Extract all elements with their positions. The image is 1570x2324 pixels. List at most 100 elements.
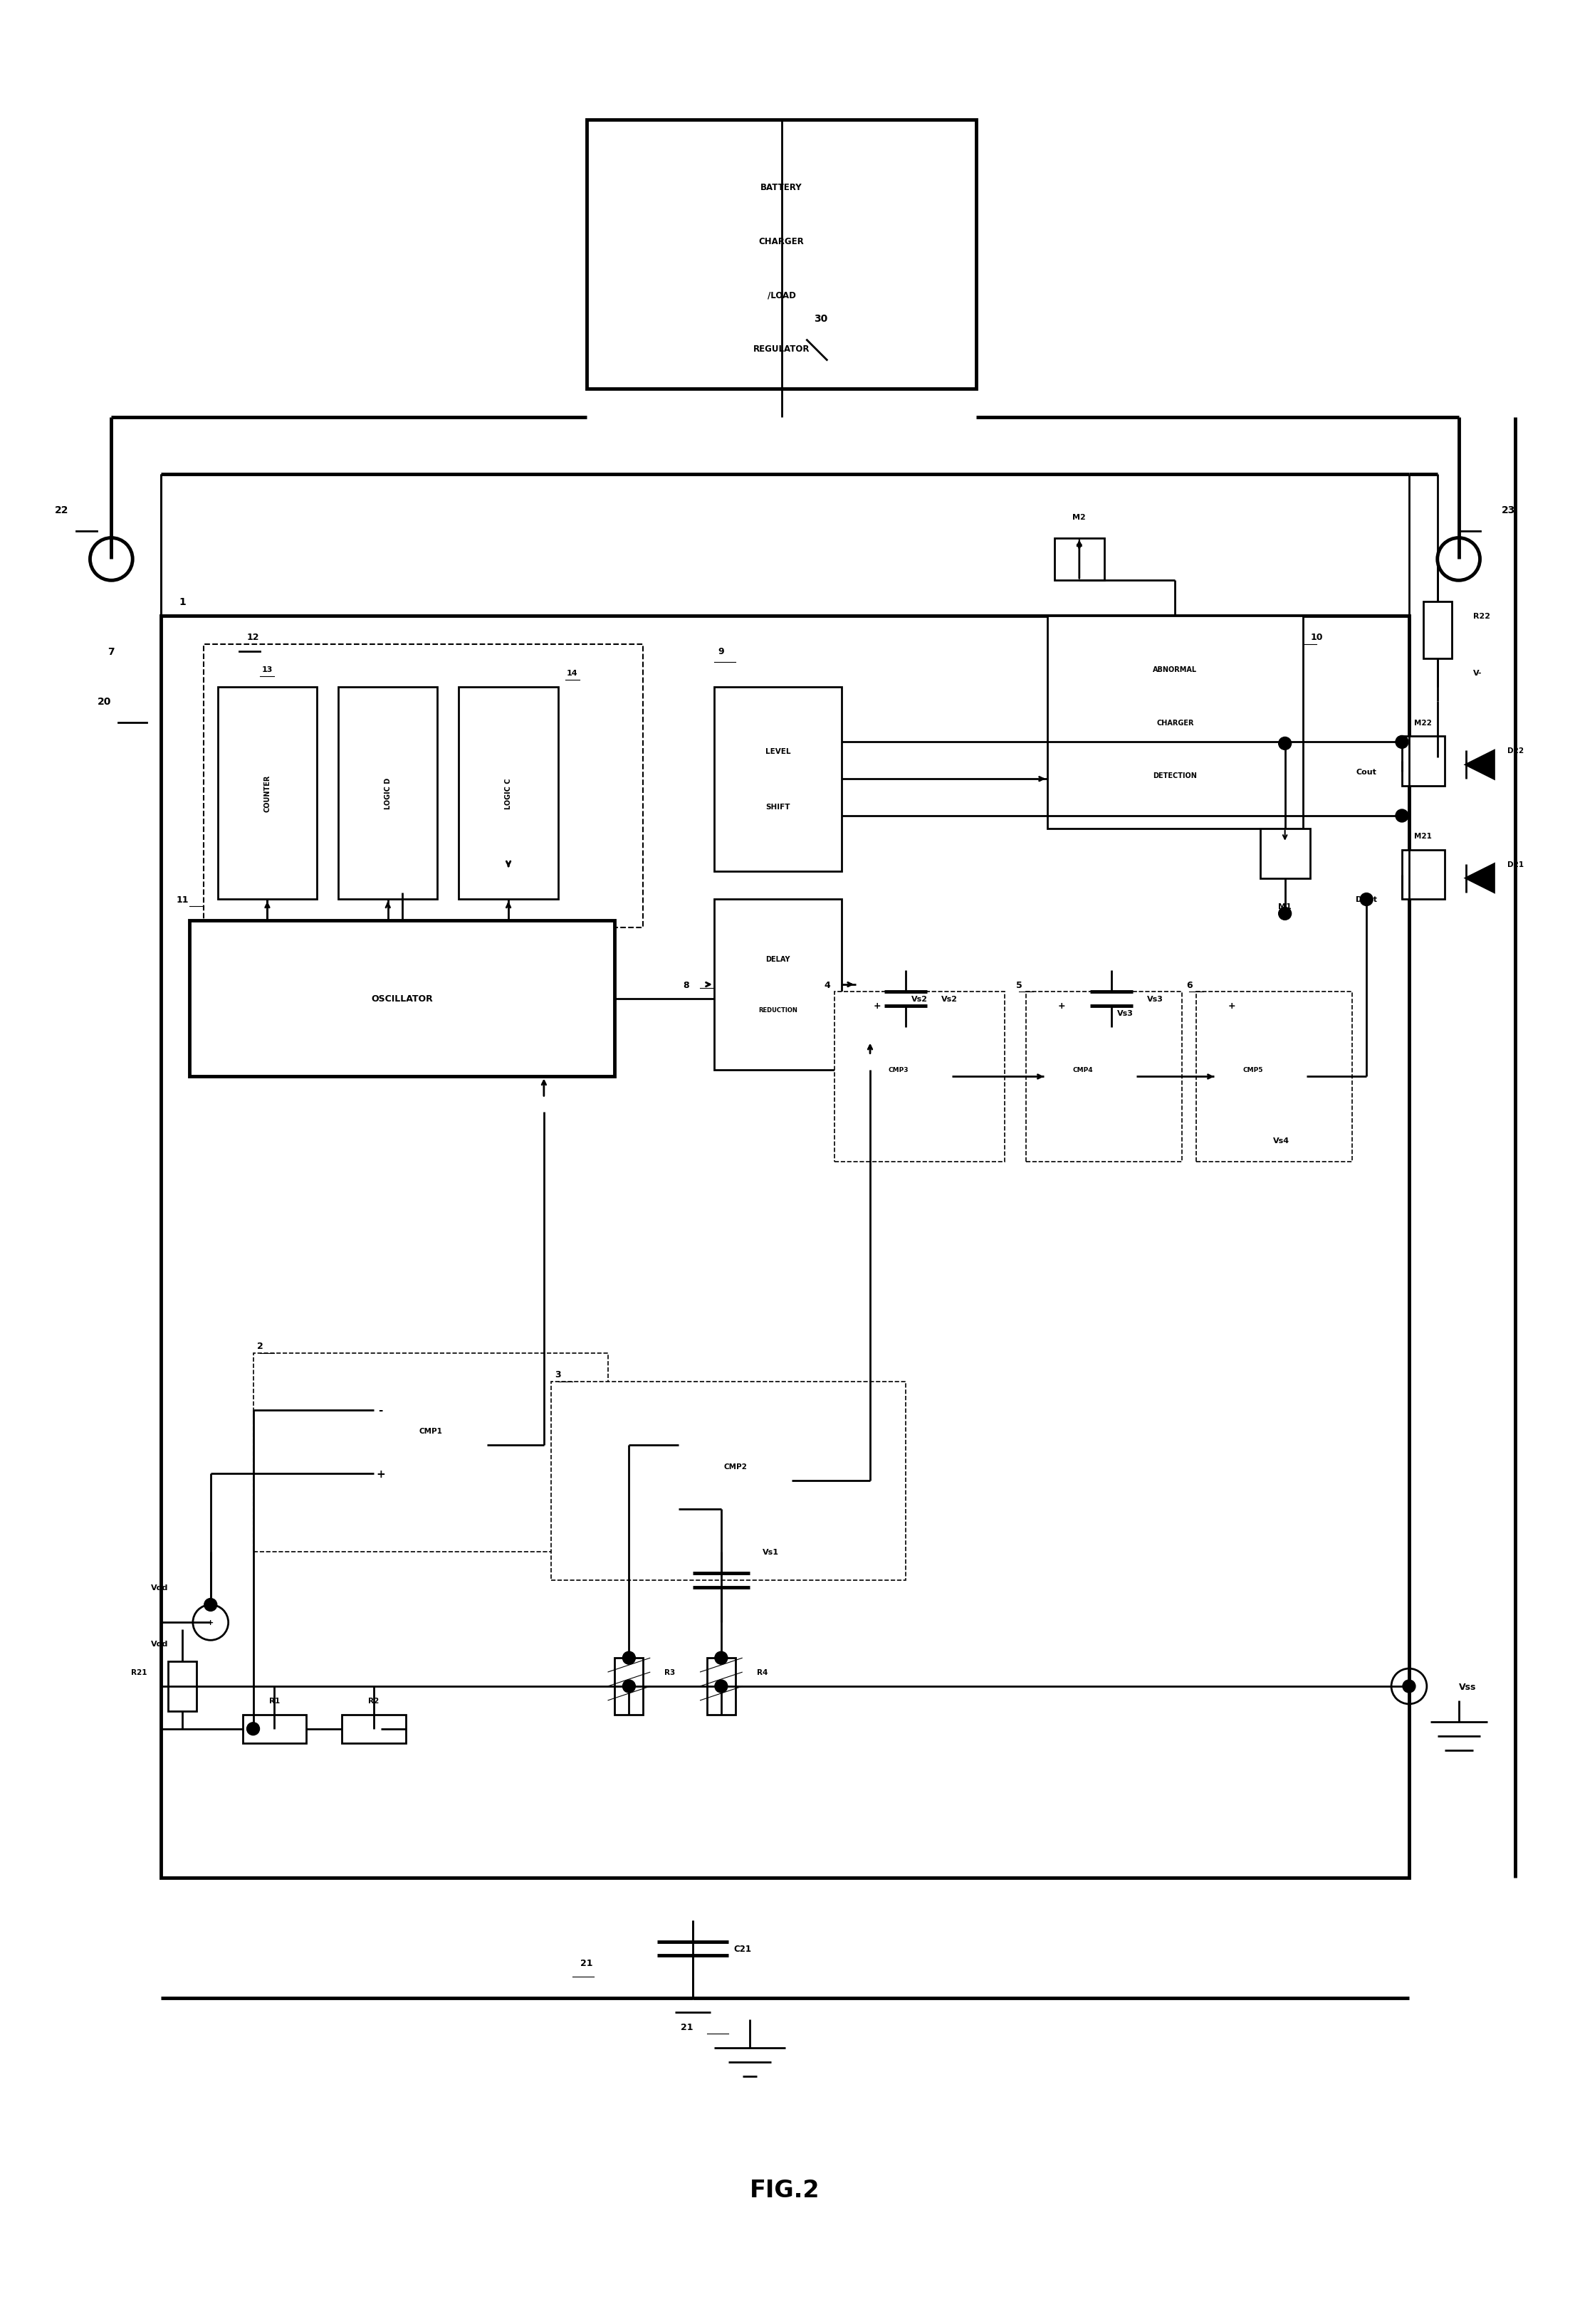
Text: R22: R22 <box>1473 614 1490 621</box>
Bar <box>218 688 317 899</box>
Text: R4: R4 <box>757 1669 768 1676</box>
Circle shape <box>1402 1680 1416 1692</box>
Text: +: + <box>1228 1002 1236 1011</box>
Text: V-: V- <box>1473 669 1482 676</box>
Text: Dout: Dout <box>1356 897 1377 904</box>
Text: Vs2: Vs2 <box>940 995 958 1002</box>
Text: REGULATOR: REGULATOR <box>754 344 810 353</box>
Text: M1: M1 <box>1278 904 1292 911</box>
Text: DELAY: DELAY <box>766 955 790 962</box>
Text: BATTERY: BATTERY <box>760 184 802 193</box>
Text: LOGIC C: LOGIC C <box>506 779 512 809</box>
Circle shape <box>1396 809 1408 823</box>
Text: Vs4: Vs4 <box>1273 1136 1289 1143</box>
Text: CMP3: CMP3 <box>889 1067 909 1074</box>
Text: 3: 3 <box>556 1369 560 1378</box>
Bar <box>1402 851 1444 899</box>
Bar <box>1196 992 1352 1162</box>
Polygon shape <box>1466 751 1495 779</box>
Text: 11: 11 <box>176 895 188 904</box>
Bar <box>242 1715 306 1743</box>
Circle shape <box>204 1599 217 1611</box>
Text: +: + <box>873 1002 881 1011</box>
Circle shape <box>623 1680 636 1692</box>
Text: 12: 12 <box>246 632 259 641</box>
Text: -: - <box>378 1404 383 1415</box>
Text: 9: 9 <box>717 646 724 655</box>
Bar <box>615 1657 644 1715</box>
Text: LOGIC D: LOGIC D <box>385 779 391 809</box>
Bar <box>1047 616 1303 830</box>
Text: 7: 7 <box>108 646 115 658</box>
Text: CMP1: CMP1 <box>419 1427 443 1434</box>
Text: +: + <box>377 1469 385 1478</box>
Text: Vss: Vss <box>1459 1683 1476 1692</box>
Text: 4: 4 <box>824 981 831 990</box>
Text: 21: 21 <box>581 1959 592 1968</box>
Text: Vs2: Vs2 <box>912 995 928 1002</box>
Text: CMP5: CMP5 <box>1243 1067 1264 1074</box>
Text: M2: M2 <box>1072 514 1086 521</box>
Text: 5: 5 <box>1016 981 1022 990</box>
Text: /LOAD: /LOAD <box>768 290 796 300</box>
Text: LEVEL: LEVEL <box>765 748 791 755</box>
Text: 30: 30 <box>813 314 827 323</box>
Text: 14: 14 <box>567 669 578 676</box>
Text: OSCILLATOR: OSCILLATOR <box>371 995 433 1004</box>
Text: 23: 23 <box>1501 504 1515 516</box>
Bar <box>1424 602 1452 658</box>
Text: C21: C21 <box>733 1945 752 1952</box>
Polygon shape <box>1466 865 1495 892</box>
Circle shape <box>246 1722 259 1736</box>
Text: +: + <box>207 1620 214 1627</box>
Bar <box>342 1715 405 1743</box>
Text: Vdd: Vdd <box>151 1641 168 1648</box>
Text: D21: D21 <box>1507 860 1523 867</box>
Bar <box>190 920 615 1076</box>
Bar <box>253 1353 608 1552</box>
Text: R2: R2 <box>369 1697 378 1703</box>
Text: REDUCTION: REDUCTION <box>758 1006 798 1013</box>
Bar <box>714 688 842 872</box>
Bar <box>1261 830 1309 878</box>
Text: Vs3: Vs3 <box>1118 1009 1134 1016</box>
Text: COUNTER: COUNTER <box>264 774 272 811</box>
Text: Cout: Cout <box>1356 769 1377 776</box>
Text: M22: M22 <box>1415 718 1432 725</box>
Text: SHIFT: SHIFT <box>766 804 790 811</box>
Text: R3: R3 <box>664 1669 675 1676</box>
Bar <box>338 688 438 899</box>
Bar <box>458 688 557 899</box>
Circle shape <box>714 1652 727 1664</box>
Circle shape <box>1396 737 1408 748</box>
Text: 8: 8 <box>683 981 689 990</box>
Circle shape <box>1278 737 1292 751</box>
Circle shape <box>623 1652 636 1664</box>
Text: 2: 2 <box>257 1341 264 1350</box>
Text: 22: 22 <box>55 504 69 516</box>
Text: +: + <box>1058 1002 1066 1011</box>
Bar <box>587 121 977 390</box>
Bar <box>1402 737 1444 786</box>
Bar <box>162 616 1408 1878</box>
Text: CMP4: CMP4 <box>1072 1067 1093 1074</box>
Text: CHARGER: CHARGER <box>758 237 804 246</box>
Text: 21: 21 <box>680 2022 692 2031</box>
Text: M21: M21 <box>1415 832 1432 839</box>
Text: 13: 13 <box>262 667 273 674</box>
Bar <box>1055 539 1104 581</box>
Bar <box>835 992 1005 1162</box>
Bar <box>714 899 842 1069</box>
Text: ABNORMAL: ABNORMAL <box>1152 667 1198 674</box>
Text: CMP2: CMP2 <box>724 1464 747 1471</box>
Bar <box>168 1662 196 1710</box>
Circle shape <box>1278 909 1292 920</box>
Bar <box>551 1383 906 1580</box>
Bar <box>706 1657 735 1715</box>
Text: 1: 1 <box>179 597 185 607</box>
Bar <box>1027 992 1182 1162</box>
Text: R21: R21 <box>130 1669 146 1676</box>
Text: R1: R1 <box>268 1697 279 1703</box>
Text: Vdd: Vdd <box>151 1583 168 1590</box>
Text: FIG.2: FIG.2 <box>750 2178 820 2201</box>
